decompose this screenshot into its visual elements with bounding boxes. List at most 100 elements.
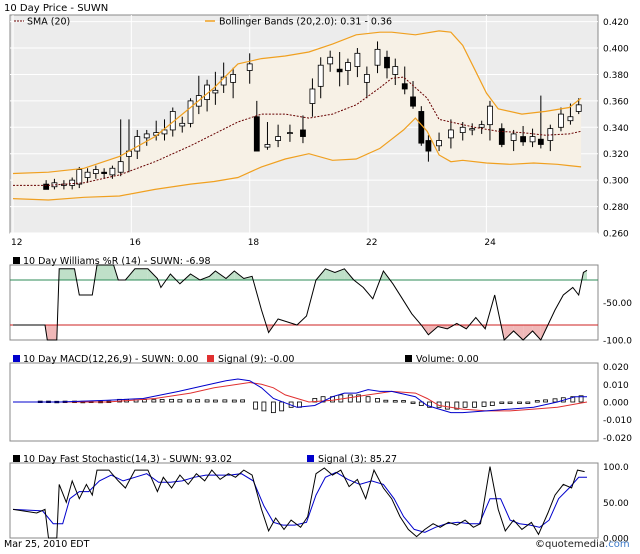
- bb-legend-label: Bollinger Bands (20,2.0): 0.31 - 0.36: [219, 17, 392, 28]
- volume-bar: [254, 402, 258, 409]
- volume-bar: [152, 400, 156, 402]
- y-tick-label: 0.420: [603, 18, 629, 28]
- candle-body: [393, 67, 398, 75]
- volume-bar: [553, 399, 557, 402]
- volume-bar: [508, 402, 512, 404]
- volume-bar: [445, 402, 449, 409]
- volume-bar: [473, 402, 477, 407]
- sma-legend-label: SMA (20): [27, 17, 70, 28]
- candle-body: [511, 134, 516, 141]
- price-chart-title: 10 Day Price - SUWN: [4, 3, 108, 14]
- candle-body: [538, 139, 543, 144]
- williams-overbought-zone: [135, 269, 148, 280]
- volume-bar: [232, 400, 236, 402]
- williams-overbought-zone: [97, 265, 114, 280]
- y-tick-label: 100.0: [603, 463, 629, 473]
- candle-body: [85, 172, 90, 177]
- volume-bar: [490, 402, 494, 406]
- candle-body: [530, 137, 535, 142]
- macd-legend-label: 10 Day MACD(12,26,9) - SUWN: 0.00: [23, 354, 198, 365]
- candle-body: [213, 90, 218, 93]
- volume-bar: [376, 398, 380, 402]
- y-tick-label: 0.020: [603, 363, 629, 373]
- candle-body: [265, 144, 270, 147]
- volume-bar: [526, 402, 530, 404]
- candle-body: [448, 130, 453, 138]
- candle-body: [188, 101, 193, 123]
- volume-bar: [500, 402, 504, 404]
- candle-body: [93, 170, 98, 174]
- stochastic-signal-legend-label: Signal (3): 85.27: [318, 454, 397, 465]
- candle-body: [426, 141, 431, 152]
- y-tick-label: -0.020: [603, 434, 632, 444]
- volume-bar: [544, 400, 548, 402]
- volume-bar: [518, 402, 522, 404]
- volume-bar: [160, 400, 164, 402]
- candle-body: [384, 57, 389, 68]
- volume-bar: [170, 399, 174, 402]
- y-tick-label: -0.010: [603, 416, 632, 426]
- candle-body: [576, 105, 581, 112]
- y-tick-label: 0.280: [603, 203, 629, 213]
- candle-body: [77, 170, 82, 185]
- x-tick-label: 24: [484, 238, 496, 248]
- volume-bar: [262, 402, 266, 411]
- y-tick-label: 0.260: [603, 230, 629, 240]
- y-tick-label: 0.000: [603, 399, 629, 409]
- williams-oversold-zone: [47, 325, 57, 340]
- volume-bar: [366, 397, 370, 402]
- volume-bar: [187, 400, 191, 402]
- candle-body: [300, 130, 305, 137]
- volume-legend-label: Volume: 0.00: [416, 354, 479, 365]
- candle-body: [276, 137, 281, 141]
- volume-bar: [223, 400, 227, 402]
- candle-body: [375, 49, 380, 65]
- candle-body: [231, 74, 236, 82]
- candle-body: [254, 117, 259, 151]
- candle-body: [118, 162, 123, 173]
- volume-bar: [241, 400, 245, 402]
- macd-signal-legend-swatch: [207, 355, 214, 362]
- volume-bar: [393, 401, 397, 403]
- candle-body: [460, 127, 465, 132]
- x-tick-label: 12: [11, 238, 22, 248]
- candle-body: [345, 63, 350, 71]
- candle-body: [102, 172, 107, 173]
- volume-bar: [402, 401, 406, 403]
- candle-body: [558, 114, 563, 127]
- volume-bar: [411, 402, 415, 404]
- candle-body: [487, 106, 492, 124]
- volume-bar: [178, 400, 182, 402]
- candle-body: [470, 129, 475, 130]
- stochastic-panel: [10, 463, 598, 538]
- x-tick-label: 16: [129, 238, 141, 248]
- footer-date: Mar 25, 2010 EDT: [4, 539, 90, 550]
- candle-body: [180, 123, 185, 126]
- y-tick-label: 0.380: [603, 71, 629, 81]
- stochastic-signal-legend-swatch: [307, 455, 314, 462]
- volume-bar: [348, 395, 352, 402]
- y-tick-label: 0.320: [603, 150, 629, 160]
- williams-overbought-zone: [59, 269, 74, 280]
- candle-body: [479, 125, 484, 128]
- svg-text:©quotemedia.com: ©quotemedia.com: [535, 539, 630, 550]
- x-tick-label: 18: [248, 238, 260, 248]
- candle-body: [247, 64, 252, 71]
- price-candle: [188, 98, 193, 127]
- y-tick-label: -50.00: [603, 299, 632, 309]
- candle-body: [144, 134, 149, 138]
- candle-body: [364, 74, 369, 82]
- stochastic-legend-swatch: [13, 455, 20, 462]
- volume-bar: [271, 402, 275, 413]
- candle-body: [411, 97, 416, 106]
- macd-signal-legend-label: Signal (9): -0.00: [218, 354, 294, 365]
- y-tick-label: -100.0: [603, 337, 632, 347]
- volume-bar: [384, 400, 388, 402]
- candle-body: [402, 84, 407, 89]
- candle-body: [110, 168, 115, 175]
- volume-bar: [196, 400, 200, 402]
- stochastic-legend-label: 10 Day Fast Stochastic(14,3) - SUWN: 93.…: [23, 454, 232, 465]
- y-tick-label: 0.360: [603, 97, 629, 107]
